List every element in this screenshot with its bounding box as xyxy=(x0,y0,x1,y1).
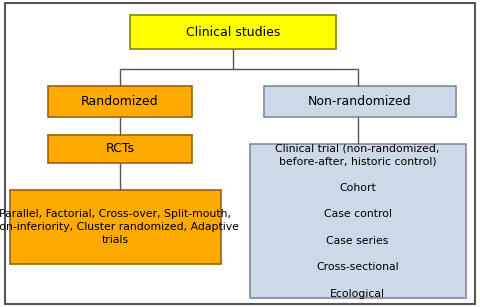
Text: Clinical trial (non-randomized,
before-after, historic control)

Cohort

Case co: Clinical trial (non-randomized, before-a… xyxy=(276,143,440,299)
FancyBboxPatch shape xyxy=(48,86,192,117)
Text: Clinical studies: Clinical studies xyxy=(186,26,280,39)
Text: Parallel, Factorial, Cross-over, Split-mouth,
Non-inferiority, Cluster randomize: Parallel, Factorial, Cross-over, Split-m… xyxy=(0,209,239,245)
FancyBboxPatch shape xyxy=(250,144,466,298)
Text: RCTs: RCTs xyxy=(106,142,134,155)
Text: Randomized: Randomized xyxy=(81,95,159,108)
Text: Non-randomized: Non-randomized xyxy=(308,95,412,108)
FancyBboxPatch shape xyxy=(130,15,336,49)
FancyBboxPatch shape xyxy=(10,190,221,264)
FancyBboxPatch shape xyxy=(48,135,192,163)
FancyBboxPatch shape xyxy=(264,86,456,117)
